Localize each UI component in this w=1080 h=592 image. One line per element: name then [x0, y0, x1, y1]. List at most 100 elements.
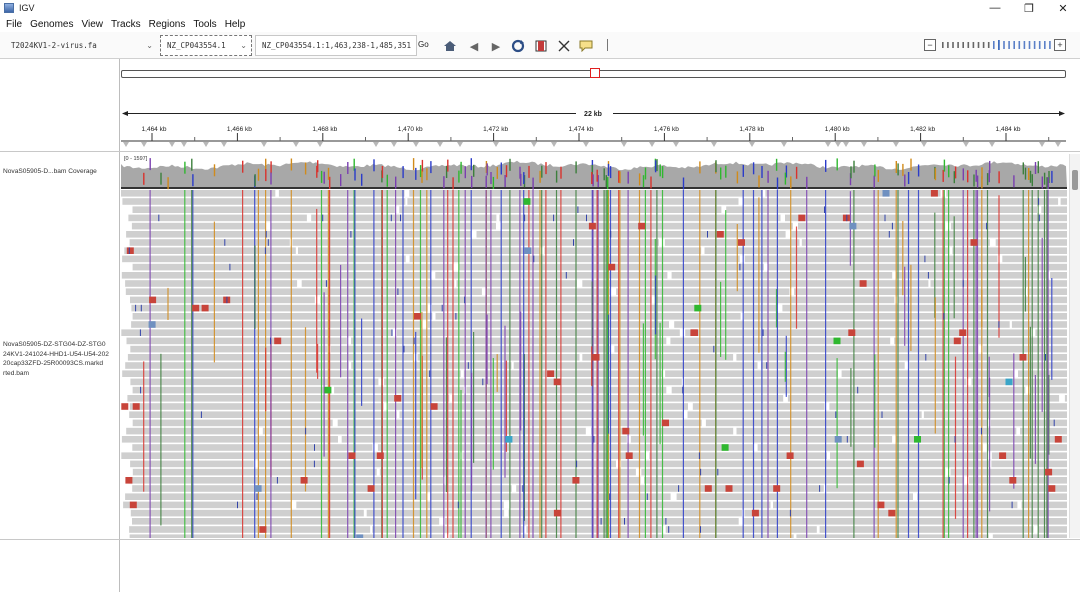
- menu-file[interactable]: File: [6, 18, 23, 30]
- feature-marker-triangle: [531, 142, 537, 147]
- mismatch-block: [930, 190, 938, 197]
- coverage-variant-bar: [265, 158, 267, 171]
- menu-help[interactable]: Help: [224, 18, 246, 30]
- menu-tracks[interactable]: Tracks: [110, 18, 141, 30]
- coverage-variant-bar: [270, 172, 272, 185]
- aligned-read: [526, 526, 662, 533]
- region-of-interest-icon[interactable]: [534, 40, 548, 52]
- coverage-variant-bar: [545, 162, 547, 175]
- aligned-read: [126, 337, 347, 345]
- mismatch-block: [882, 190, 890, 197]
- feature-marker-triangle: [921, 142, 927, 147]
- chromosome-ideogram[interactable]: [121, 68, 1066, 78]
- variant-column: [402, 190, 404, 538]
- variant-column: [458, 190, 460, 538]
- zoom-out-icon[interactable]: −: [924, 39, 936, 51]
- coverage-variant-bar: [486, 163, 488, 176]
- genome-dropdown[interactable]: T2024KV1-2-virus.fa ⌄: [4, 35, 158, 56]
- back-arrow-icon[interactable]: ◀: [469, 40, 479, 53]
- menu-view[interactable]: View: [81, 18, 103, 30]
- resize-to-window-icon[interactable]: [557, 40, 571, 52]
- aligned-read: [129, 239, 290, 246]
- feature-marker-triangle: [989, 142, 995, 147]
- close-icon[interactable]: ✕: [1058, 2, 1068, 15]
- home-icon[interactable]: [443, 40, 457, 52]
- chromosome-dropdown[interactable]: NZ_CP043554.1 ⌄: [160, 35, 252, 56]
- zoom-level-tick: [1033, 41, 1036, 49]
- coverage-variant-bar: [504, 175, 506, 187]
- aligned-read: [655, 296, 895, 304]
- coverage-variant-bar: [948, 165, 950, 178]
- refresh-icon[interactable]: [511, 39, 525, 53]
- variant-column: [644, 190, 646, 538]
- variant-column: [775, 289, 778, 328]
- aligned-read: [644, 477, 965, 484]
- ruler-tick-label: 1,478 kb: [739, 126, 764, 133]
- insertion-mark: [305, 427, 307, 435]
- locus-search-input[interactable]: NZ_CP043554.1:1,463,238-1,485,351: [255, 35, 417, 56]
- go-button[interactable]: Go: [418, 40, 429, 49]
- aligned-read: [685, 329, 1031, 336]
- vertical-scrollbar[interactable]: [1069, 154, 1080, 538]
- coverage-variant-bar: [353, 158, 355, 171]
- coverage-variant-bar: [976, 175, 979, 188]
- coverage-variant-bar: [699, 161, 701, 174]
- zoom-level-tick: [957, 42, 959, 48]
- aligned-read: [121, 452, 460, 459]
- coverage-variant-bar: [443, 176, 445, 189]
- aligned-read: [430, 493, 671, 500]
- alignment-track-name[interactable]: NovaS05905-DZ-STG04-DZ-STG0 24KV1-241024…: [3, 341, 109, 377]
- variant-column: [907, 190, 910, 538]
- mismatch-block: [622, 427, 630, 435]
- menu-regions[interactable]: Regions: [148, 18, 186, 30]
- mismatch-block: [999, 452, 1007, 459]
- aligned-read: [744, 509, 1067, 517]
- coverage-variant-bar: [575, 161, 577, 174]
- coverage-variant-bar: [942, 169, 944, 182]
- insertion-mark: [441, 304, 443, 312]
- variant-column: [603, 190, 605, 538]
- menu-genomes[interactable]: Genomes: [30, 18, 74, 30]
- insertion-mark: [586, 214, 587, 222]
- variant-column: [443, 190, 445, 538]
- feature-track-panel[interactable]: [121, 541, 1080, 592]
- popup-info-icon[interactable]: [579, 40, 593, 52]
- forward-arrow-icon[interactable]: ▶: [491, 40, 501, 53]
- title-bar: IGV — ❐ ✕: [0, 0, 1080, 16]
- zoom-level-tick: [1003, 41, 1005, 49]
- feature-marker-triangle: [123, 142, 129, 147]
- coverage-variant-bar: [1029, 170, 1032, 183]
- aligned-read: [950, 468, 1067, 476]
- zoom-slider[interactable]: [940, 40, 1054, 50]
- aligned-read: [449, 534, 794, 538]
- scrollbar-thumb[interactable]: [1072, 170, 1078, 190]
- zoom-in-icon[interactable]: +: [1054, 39, 1066, 51]
- coverage-track-name[interactable]: NovaS05905-D...bam Coverage: [3, 168, 97, 175]
- variant-column: [242, 190, 244, 538]
- aligned-read: [649, 452, 827, 459]
- variant-column: [412, 190, 415, 538]
- mismatch-block: [1005, 378, 1013, 386]
- insertion-mark: [455, 313, 457, 320]
- coverage-variant-bar: [361, 173, 363, 186]
- aligned-read: [616, 288, 790, 295]
- insertion-mark: [682, 386, 684, 394]
- menu-tools[interactable]: Tools: [193, 18, 217, 30]
- maximize-icon[interactable]: ❐: [1024, 2, 1034, 15]
- coverage-variant-bar: [954, 166, 957, 179]
- ruler-tick-label: 1,474 kb: [569, 126, 594, 133]
- aligned-read: [841, 370, 1014, 377]
- aligned-read: [508, 509, 742, 517]
- coverage-variant-bar: [471, 175, 473, 188]
- minimize-icon[interactable]: —: [989, 2, 1001, 14]
- aligned-read: [132, 419, 333, 427]
- coverage-variant-bar: [560, 166, 562, 179]
- variant-column: [836, 358, 838, 489]
- alignment-data-panel[interactable]: [0 - 1597]: [121, 154, 1067, 538]
- zoom-control[interactable]: − +: [924, 39, 1068, 53]
- feature-marker-triangle: [835, 142, 841, 147]
- alignment-canvas[interactable]: [121, 154, 1067, 538]
- feature-marker-triangle: [261, 142, 267, 147]
- aligned-read: [125, 280, 298, 287]
- coverage-variant-bar: [975, 169, 977, 182]
